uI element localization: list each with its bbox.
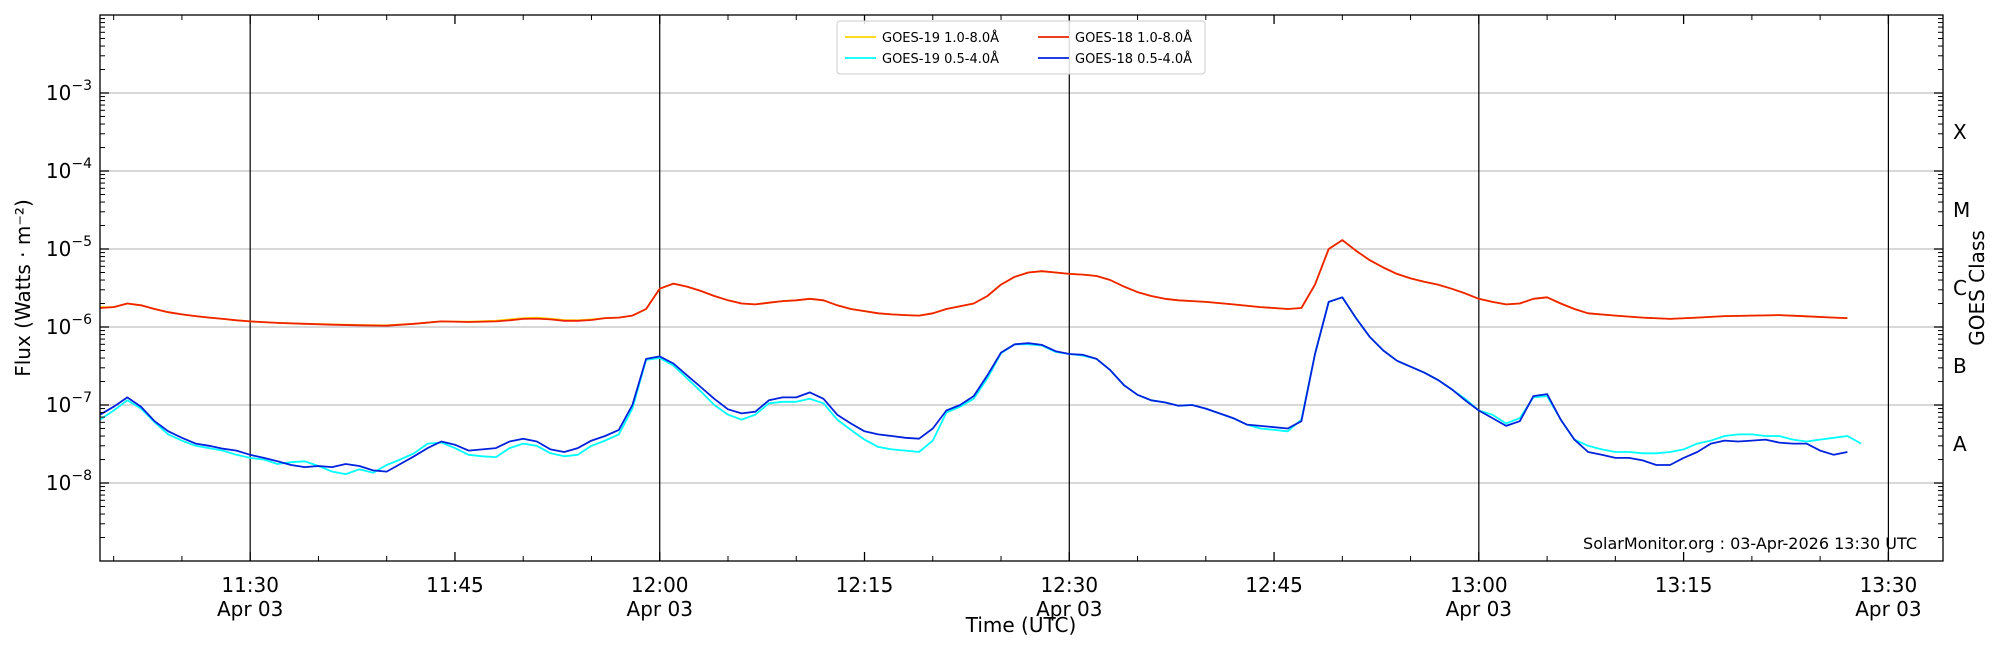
source-annotation: SolarMonitor.org : 03-Apr-2026 13:30 UTC: [1583, 534, 1917, 553]
x-tick-label: 13:30: [1860, 573, 1918, 597]
goes-class-x: X: [1953, 120, 1967, 144]
goes-class-b: B: [1953, 354, 1967, 378]
legend-box: [836, 20, 1206, 75]
legend-label-0: GOES-19 1.0-8.0Å: [882, 30, 999, 46]
x-tick-label: 12:45: [1245, 573, 1303, 597]
x-tick-label: 13:00: [1450, 573, 1508, 597]
goes-class-m: M: [1953, 198, 1970, 222]
x-tick-label: 13:15: [1655, 573, 1713, 597]
x-tick-sublabel: Apr 03: [1446, 597, 1512, 621]
y-axis-title: Flux (Watts · m⁻²): [11, 199, 35, 377]
y-tick-label: 10−5: [46, 234, 92, 261]
legend-label-2: GOES-19 0.5-4.0Å: [882, 51, 999, 67]
series-line-1: [99, 239, 1848, 327]
legend: GOES-19 1.0-8.0Å GOES-19 0.5-4.0Å GOES-18 …: [836, 20, 1206, 75]
y-axis-ticks: 10−8 10−7 10−6 10−5 10−4 10−3: [46, 18, 1943, 539]
goes-class-a: A: [1953, 432, 1967, 456]
x-tick-label: 12:15: [836, 573, 894, 597]
x-tick-label: 12:00: [631, 573, 689, 597]
goes-class-labels: A B C M X: [1953, 120, 1970, 456]
x-tick-label: 12:30: [1040, 573, 1098, 597]
x-axis-title: Time (UTC): [965, 613, 1077, 637]
day-markers: [249, 15, 1889, 561]
x-tick-label: 11:30: [221, 573, 279, 597]
y-tick-label: 10−4: [46, 156, 92, 183]
y-tick-label: 10−6: [46, 312, 92, 339]
x-tick-label: 11:45: [426, 573, 484, 597]
y-tick-label: 10−7: [46, 390, 92, 417]
gridlines: [100, 92, 1943, 484]
y-tick-label: 10−8: [46, 468, 92, 495]
x-tick-sublabel: Apr 03: [627, 597, 693, 621]
goes-class-c: C: [1953, 276, 1967, 300]
series-line-3: [99, 296, 1848, 473]
x-tick-sublabel: Apr 03: [217, 597, 283, 621]
legend-label-3: GOES-18 0.5-4.0Å: [1075, 51, 1192, 67]
series-lines: [99, 239, 1862, 476]
x-tick-sublabel: Apr 03: [1036, 597, 1102, 621]
legend-label-1: GOES-18 1.0-8.0Å: [1075, 30, 1192, 46]
x-tick-sublabel: Apr 03: [1855, 597, 1921, 621]
y-tick-label: 10−3: [46, 78, 92, 105]
right-axis-title: GOES Class: [1965, 230, 1989, 346]
plot-frame: [99, 14, 1944, 562]
